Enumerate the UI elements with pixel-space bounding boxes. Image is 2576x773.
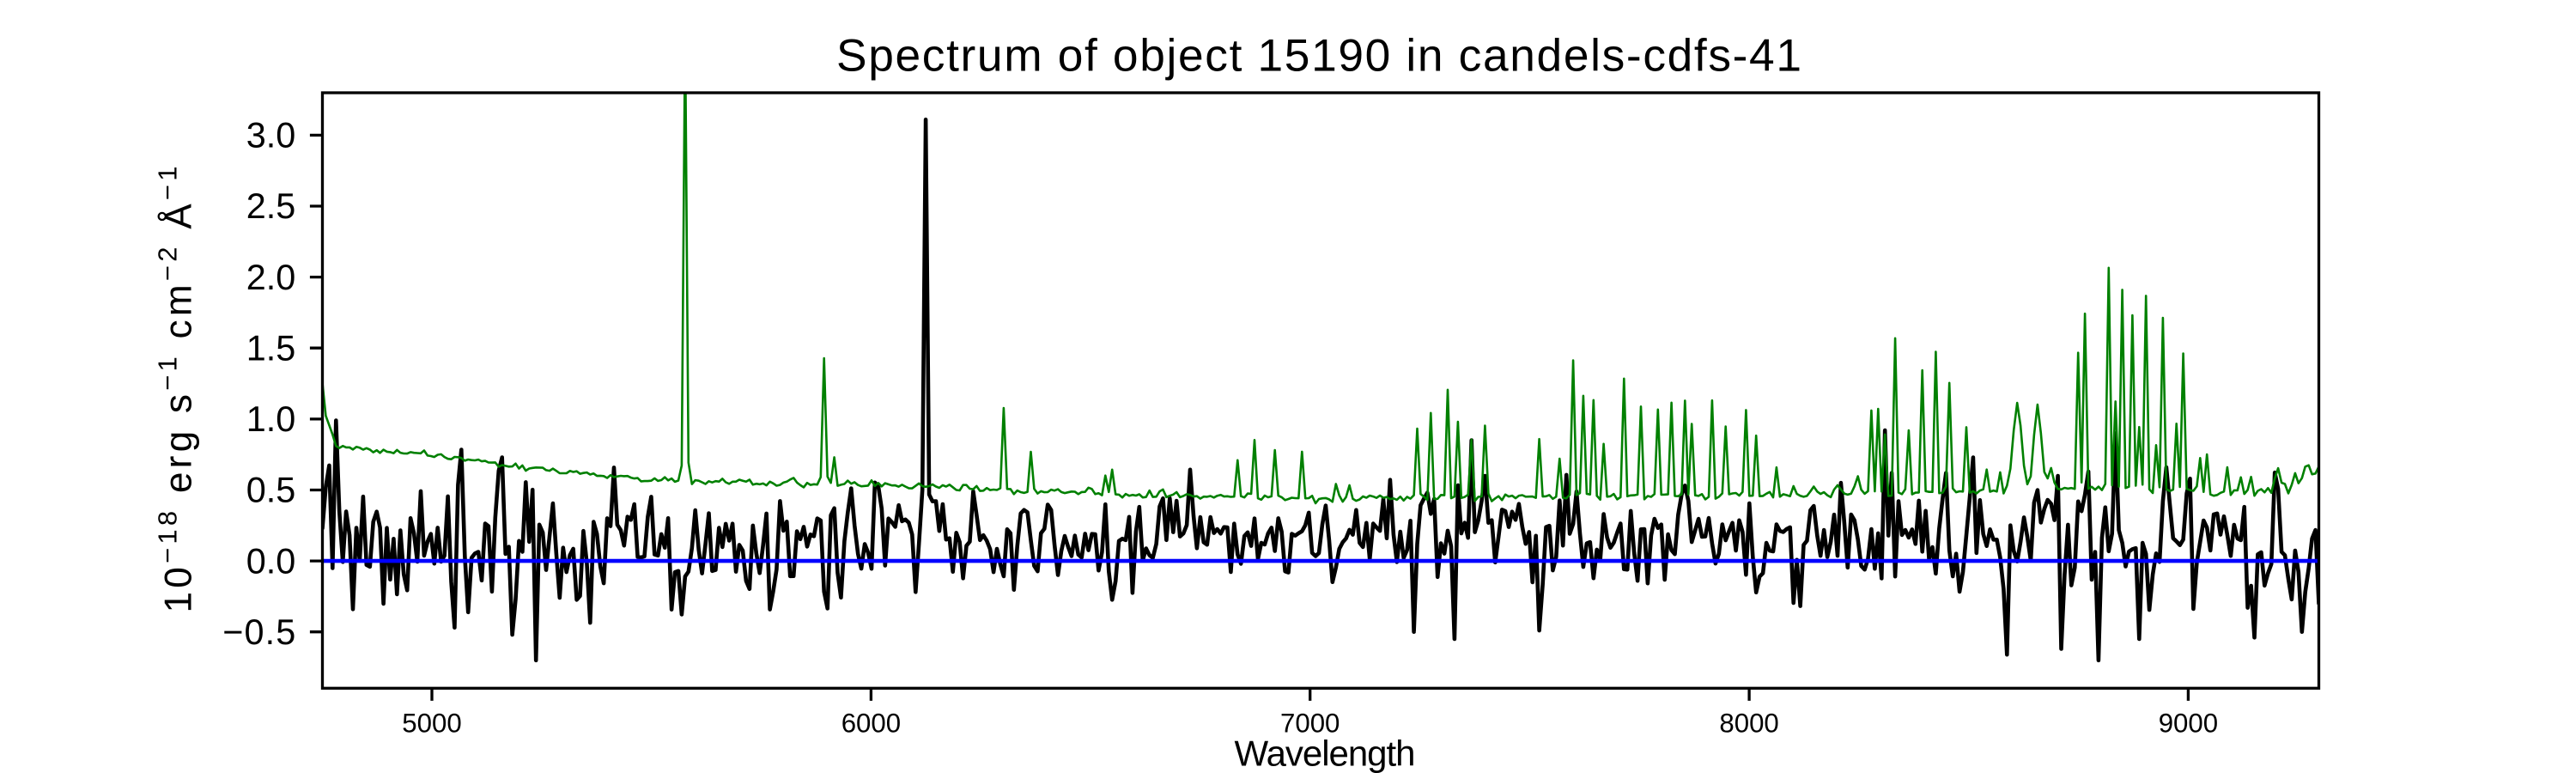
svg-text:6000: 6000	[841, 708, 901, 738]
svg-text:5000: 5000	[402, 708, 461, 738]
svg-text:Wavelength: Wavelength	[1235, 733, 1416, 773]
svg-text:2.0: 2.0	[246, 258, 296, 297]
svg-text:2.5: 2.5	[246, 186, 296, 226]
svg-text:0.0: 0.0	[246, 541, 296, 581]
svg-text:Spectrum of object 15190 in ca: Spectrum of object 15190 in candels-cdfs…	[836, 31, 1801, 82]
svg-text:7000: 7000	[1280, 708, 1340, 738]
svg-text:3.0: 3.0	[246, 116, 296, 155]
svg-text:1.0: 1.0	[246, 399, 296, 439]
svg-text:9000: 9000	[2159, 708, 2218, 738]
svg-text:0.5: 0.5	[246, 471, 296, 510]
svg-text:−0.5: −0.5	[222, 612, 295, 652]
svg-text:8000: 8000	[1719, 708, 1778, 738]
svg-text:1.5: 1.5	[246, 328, 296, 368]
